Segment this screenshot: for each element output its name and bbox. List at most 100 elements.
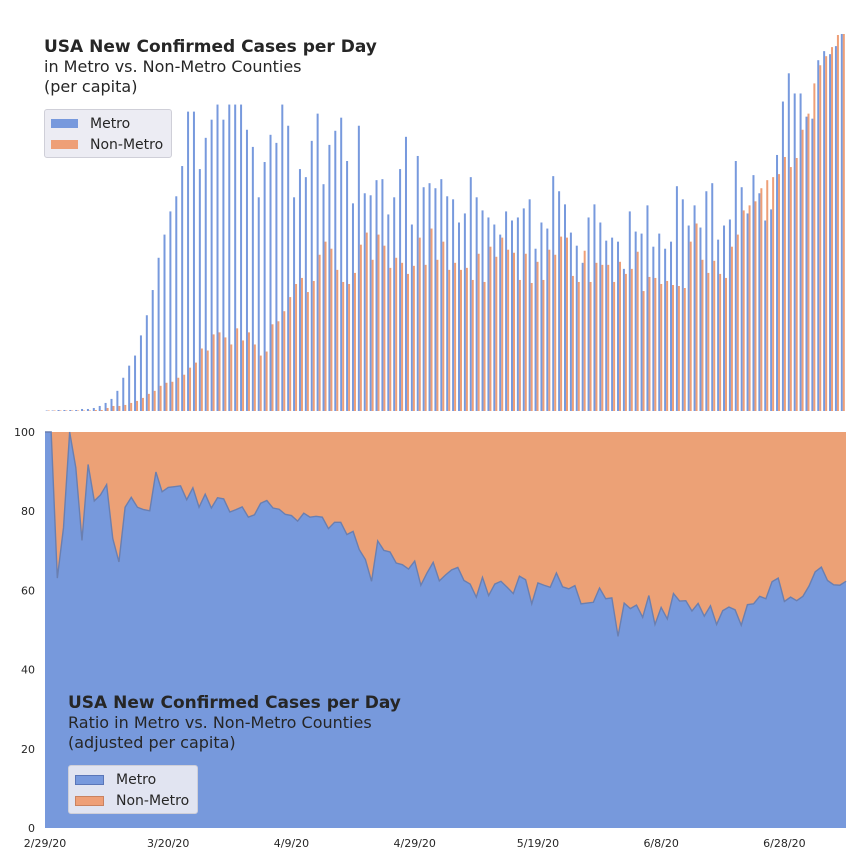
bar-nonmetro (465, 267, 468, 411)
bar-nonmetro (842, 34, 845, 411)
x-tick-label: 4/29/20 (393, 837, 435, 850)
bar-nonmetro (300, 277, 303, 411)
bar-metro (110, 398, 113, 411)
y-tick-label: 60 (21, 584, 35, 597)
bar-metro (776, 154, 779, 411)
bar-metro (169, 211, 172, 411)
bar-metro (522, 208, 525, 411)
bar-nonmetro (725, 277, 728, 411)
bar-metro (528, 199, 531, 411)
bar-nonmetro (342, 281, 345, 411)
legend-swatch-nonmetro (75, 795, 104, 806)
bar-metro (263, 162, 266, 411)
bar-metro (728, 219, 731, 411)
bar-metro (446, 196, 449, 411)
bar-nonmetro (330, 248, 333, 411)
bar-nonmetro (454, 262, 457, 411)
bar-nonmetro (106, 407, 109, 411)
bar-metro (510, 220, 513, 411)
top-legend: Metro Non-Metro (44, 109, 173, 158)
bar-nonmetro (560, 236, 563, 411)
bar-nonmetro (542, 279, 545, 411)
bar-nonmetro (247, 332, 250, 411)
legend-swatch-nonmetro (51, 140, 78, 149)
bar-metro (787, 73, 790, 411)
bar-nonmetro (595, 262, 598, 411)
bar-metro (157, 257, 160, 411)
bar-metro (481, 210, 484, 411)
bar-nonmetro (59, 410, 62, 411)
bar-metro (534, 248, 537, 411)
bar-metro (622, 268, 625, 411)
bar-metro (552, 176, 555, 411)
bar-metro (51, 410, 54, 411)
bar-metro (304, 177, 307, 411)
top-title-block: USA New Confirmed Cases per Day in Metro… (44, 37, 377, 96)
bar-nonmetro (536, 261, 539, 411)
bar-metro (487, 217, 490, 411)
bottom-title-block: USA New Confirmed Cases per Day Ratio in… (68, 693, 401, 752)
bar-nonmetro (306, 292, 309, 411)
legend-item-nonmetro: Non-Metro (75, 790, 189, 811)
bar-metro (228, 104, 231, 411)
bar-metro (181, 166, 184, 411)
bar-metro (723, 225, 726, 411)
bar-nonmetro (136, 400, 139, 411)
metro-area (45, 432, 846, 828)
bar-metro (740, 187, 743, 411)
bar-metro (569, 232, 572, 411)
bar-metro (546, 228, 549, 411)
bar-metro (469, 177, 472, 411)
bar-nonmetro (430, 228, 433, 411)
bar-metro (605, 240, 608, 411)
bar-nonmetro (424, 264, 427, 411)
bar-nonmetro (707, 272, 710, 411)
bar-nonmetro (283, 311, 286, 411)
bottom-area-chart: 0 20 40 60 80 100 2/29/20 3/20/20 4/9/20 4/29/20… (14, 426, 847, 850)
bar-nonmetro (418, 237, 421, 411)
bar-nonmetro (389, 267, 392, 411)
bar-metro (457, 222, 460, 411)
bar-nonmetro (289, 297, 292, 411)
x-tick-label: 5/19/20 (517, 837, 559, 850)
bar-metro (298, 169, 301, 411)
bar-nonmetro (277, 321, 280, 411)
top-bar-chart (45, 34, 845, 412)
bar-metro (687, 225, 690, 411)
bar-metro (670, 241, 673, 411)
bar-metro (346, 161, 349, 411)
bar-nonmetro (619, 261, 622, 411)
bar-nonmetro (383, 245, 386, 411)
bar-nonmetro (713, 260, 716, 411)
bar-nonmetro (825, 56, 828, 412)
bar-metro (781, 101, 784, 411)
y-tick-labels: 0 20 40 60 80 100 (14, 426, 35, 835)
bar-nonmetro (654, 277, 657, 411)
bar-nonmetro (813, 83, 816, 411)
bar-nonmetro (589, 281, 592, 411)
bar-nonmetro (766, 180, 769, 411)
bar-metro (98, 405, 101, 411)
y-tick-label: 80 (21, 505, 35, 518)
legend-item-metro: Metro (51, 113, 163, 134)
bar-metro (204, 137, 207, 411)
bar-metro (275, 142, 278, 411)
bottom-subtitle-2: (adjusted per capita) (68, 732, 236, 752)
bar-metro (363, 193, 366, 411)
bar-nonmetro (112, 405, 115, 411)
bar-nonmetro (548, 249, 551, 411)
bar-metro (734, 161, 737, 411)
bar-metro (122, 377, 125, 411)
bar-nonmetro (371, 259, 374, 411)
bar-nonmetro (194, 362, 197, 411)
bar-metro (711, 183, 714, 411)
bar-metro (593, 204, 596, 411)
bar-metro (86, 408, 89, 411)
bar-metro (434, 188, 437, 411)
bar-nonmetro (677, 286, 680, 411)
bar-metro (717, 239, 720, 411)
bar-metro (834, 46, 837, 411)
bar-nonmetro (819, 65, 822, 411)
bar-nonmetro (801, 129, 804, 411)
bar-nonmetro (501, 237, 504, 411)
